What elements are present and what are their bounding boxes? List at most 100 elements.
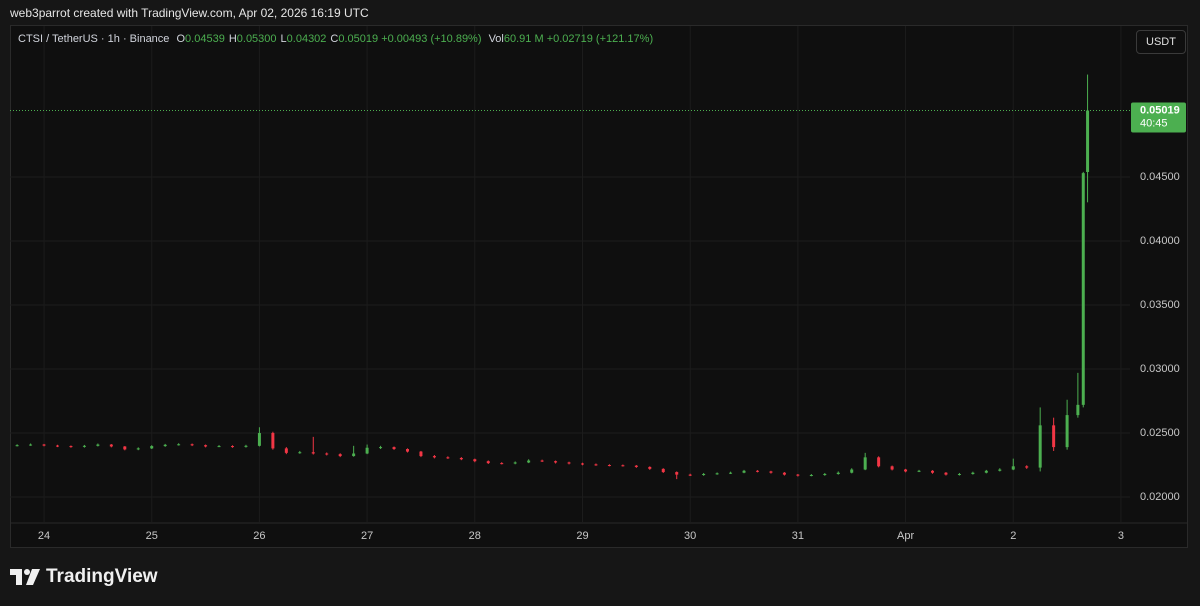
field-value: 0.04302 (286, 33, 327, 45)
candle-body (1011, 466, 1015, 470)
x-tick-label: 2 (1010, 530, 1016, 542)
candle-body (648, 466, 652, 469)
candle-body (796, 474, 800, 476)
candle-body (594, 464, 598, 466)
candle-body (432, 456, 436, 458)
candle-body (621, 465, 625, 467)
candle-body (930, 470, 934, 473)
last-price-label: 0.05019 (1140, 104, 1180, 116)
x-tick-label: 28 (469, 530, 481, 542)
volume-change: +0.02719 (+121.17%) (546, 33, 654, 45)
candle-body (634, 465, 638, 467)
candle-body (82, 445, 86, 447)
candle-body (244, 445, 248, 447)
y-tick-label: 0.03500 (1140, 299, 1180, 311)
candle-body (311, 452, 315, 454)
candle-body (271, 433, 275, 449)
brand-name: TradingView (46, 566, 158, 587)
candle-body (688, 474, 692, 476)
candle-body (405, 449, 409, 452)
candle-body (325, 453, 329, 455)
candle-body (567, 462, 571, 464)
candle-body (123, 446, 127, 450)
brand-logo (10, 569, 40, 585)
candle-body (500, 463, 504, 465)
candle-body (957, 473, 961, 475)
candle-body (1076, 404, 1080, 416)
candle-body (675, 472, 679, 475)
candle-body (1081, 173, 1085, 405)
candle-body (257, 433, 261, 446)
candle-body (1065, 415, 1069, 448)
field-value: 0.04539 (185, 33, 225, 45)
candle-body (702, 473, 706, 476)
field-value: 0.05300 (236, 33, 277, 45)
candle-body (459, 457, 463, 460)
candle-body (190, 444, 194, 446)
candle-body (607, 465, 611, 467)
candle-body (1086, 110, 1090, 172)
candle-body (742, 470, 746, 473)
symbol[interactable]: CTSI / TetherUS · 1h · Binance (18, 33, 170, 45)
x-tick-label: 26 (253, 530, 265, 542)
brand: TradingView (10, 566, 158, 588)
candle-body (365, 447, 369, 454)
candle-body (284, 448, 288, 453)
candle-body (850, 469, 854, 473)
change: +0.00493 (+10.89%) (381, 33, 482, 45)
legend: CTSI / TetherUS · 1h · Binance O0.04539 H… (18, 33, 653, 45)
y-tick-label: 0.02000 (1140, 491, 1180, 503)
candle-body (527, 460, 531, 463)
candle-body (809, 475, 813, 477)
candle-body (1052, 425, 1056, 448)
field-label: H (228, 33, 237, 45)
x-tick-label: Apr (897, 530, 914, 542)
y-tick-label: 0.03000 (1140, 363, 1180, 375)
candle-body (729, 472, 733, 474)
candle-body (580, 463, 584, 465)
candle-body (136, 448, 140, 450)
last-price-box (1131, 102, 1186, 133)
x-tick-label: 24 (38, 530, 50, 542)
y-tick-label: 0.02500 (1140, 427, 1180, 439)
x-tick-label: 3 (1118, 530, 1124, 542)
field-value: 0.05019 (338, 33, 379, 45)
candle-body (55, 445, 59, 447)
candle-body (984, 470, 988, 473)
candle-body (392, 447, 396, 450)
candle-body (486, 461, 490, 464)
candle-body (69, 446, 73, 448)
candle-body (823, 473, 827, 476)
candle-body (230, 446, 234, 448)
attribution: web3parrot created with TradingView.com,… (10, 6, 369, 20)
candle-body (150, 446, 154, 449)
candle-body (836, 472, 840, 474)
candle-body (338, 454, 342, 457)
candle-body (661, 468, 665, 473)
ohlc-fields: O0.04539 H0.05300 L0.04302 C0.05019 (172, 33, 378, 45)
candle-body (782, 472, 786, 475)
x-tick-label: 25 (146, 530, 158, 542)
field-label: C (330, 33, 339, 45)
candle-body (1025, 466, 1029, 468)
volume: 60.91 M (503, 33, 544, 45)
volume-label: Vol (488, 33, 504, 45)
candle-body (379, 447, 383, 449)
x-tick-label: 27 (361, 530, 373, 542)
countdown: 40:45 (1140, 117, 1168, 129)
x-tick-label: 29 (576, 530, 588, 542)
candle-body (971, 472, 975, 474)
chart-frame (10, 25, 1188, 548)
candle-body (877, 457, 881, 467)
candle-body (177, 444, 181, 446)
candle-body (890, 466, 894, 470)
field-label: L (280, 33, 287, 45)
candle-body (204, 445, 208, 447)
candle-body (998, 469, 1002, 471)
candle-body (904, 469, 908, 472)
candle-body (217, 446, 221, 448)
candle-body (769, 471, 773, 473)
currency-button[interactable]: USDT (1136, 30, 1186, 54)
